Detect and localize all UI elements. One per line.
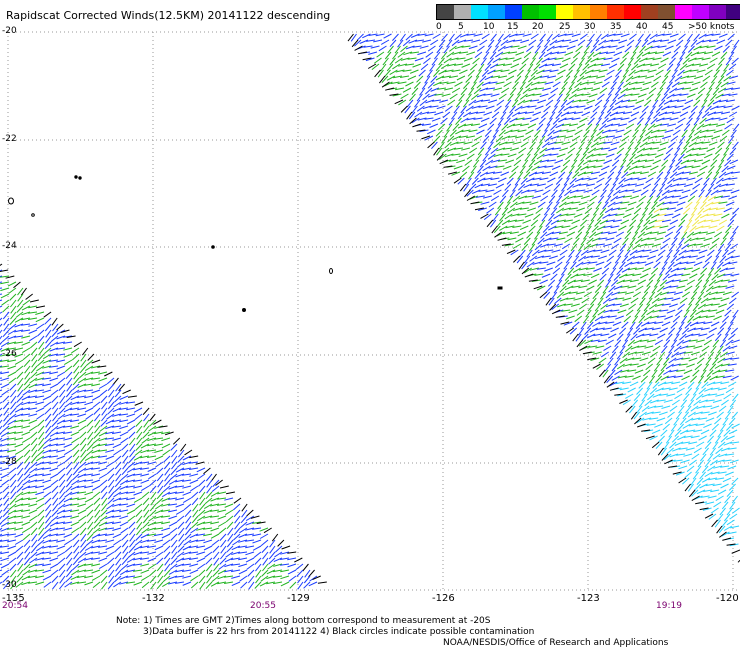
lon-label: -120 [716, 593, 739, 604]
lat-label: -24 [2, 241, 17, 251]
legend-swatch [556, 5, 573, 19]
legend-label: 10 [483, 22, 495, 32]
legend-label: 20 [532, 22, 544, 32]
legend-label: 5 [458, 22, 464, 32]
legend-swatch [505, 5, 522, 19]
legend-swatch [709, 5, 726, 19]
legend-label: >50 knots [688, 22, 735, 32]
time-label: 20:54 [2, 601, 28, 611]
legend-swatch [437, 5, 454, 19]
legend-swatch [454, 5, 471, 19]
map-title: Rapidscat Corrected Winds(12.5KM) 201411… [6, 9, 331, 22]
lon-label: -132 [142, 593, 165, 604]
legend-swatch [624, 5, 641, 19]
legend-swatch [522, 5, 539, 19]
lat-label: -30 [2, 580, 17, 590]
legend-label: 45 [662, 22, 674, 32]
wind-barbs [0, 33, 740, 590]
legend-swatch [641, 5, 658, 19]
time-label: 20:55 [250, 601, 276, 611]
lat-label: -22 [2, 134, 17, 144]
lat-label: -28 [2, 457, 17, 467]
legend-swatch [726, 5, 740, 19]
legend-swatch [692, 5, 709, 19]
legend-label: 0 [436, 22, 442, 32]
note-line-1: Note: 1) Times are GMT 2)Times along bot… [116, 616, 491, 626]
note-line-3: NOAA/NESDIS/Office of Research and Appli… [443, 638, 669, 648]
legend-label: 25 [559, 22, 571, 32]
lon-label: -135 [2, 593, 25, 604]
island-markers [8, 175, 503, 312]
legend-color-bar [436, 4, 740, 20]
lat-label: -26 [2, 349, 17, 359]
legend-swatch [539, 5, 556, 19]
legend-swatch [675, 5, 692, 19]
legend-labels: 0 5 10 15 20 25 30 35 40 45 >50 knots [436, 20, 736, 32]
note-line-2: 3)Data buffer is 22 hrs from 20141122 4)… [143, 627, 535, 637]
legend-swatch [607, 5, 624, 19]
lon-label: -126 [432, 593, 455, 604]
legend-swatch [658, 5, 675, 19]
legend-swatch [471, 5, 488, 19]
lat-label: -20 [2, 26, 17, 36]
legend-swatch [488, 5, 505, 19]
lon-label: -123 [577, 593, 600, 604]
legend-label: 30 [584, 22, 596, 32]
legend-swatch [590, 5, 607, 19]
legend-label: 15 [507, 22, 519, 32]
legend-label: 40 [636, 22, 648, 32]
lon-label: -129 [287, 593, 310, 604]
legend-label: 35 [610, 22, 622, 32]
legend-swatch [573, 5, 590, 19]
map-grid [7, 31, 740, 591]
time-label: 19:19 [656, 601, 682, 611]
wind-speed-legend: 0 5 10 15 20 25 30 35 40 45 >50 knots [436, 4, 740, 32]
